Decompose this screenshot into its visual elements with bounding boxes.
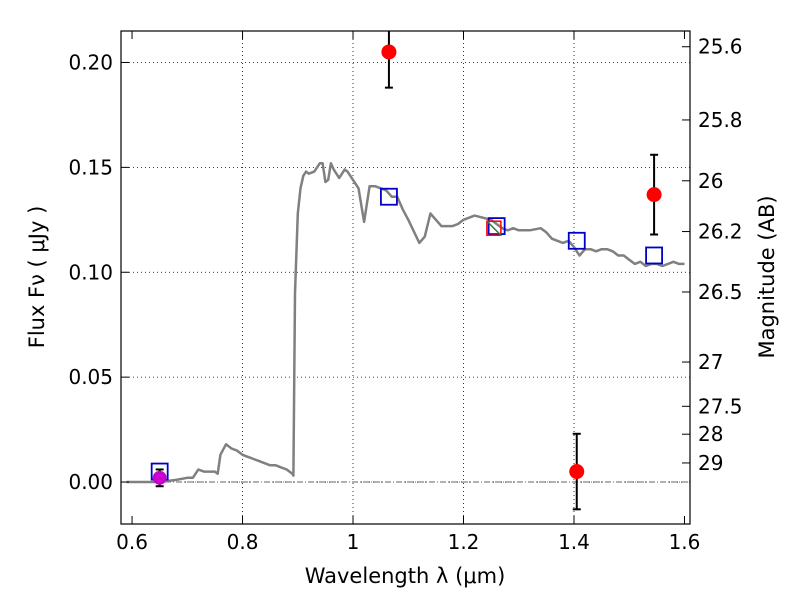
observed-points <box>381 44 662 480</box>
observed-point <box>646 187 662 203</box>
y-tick-label: 0.20 <box>68 50 113 74</box>
y-tick-label: 0.00 <box>68 470 113 494</box>
x-tick-label: 1.6 <box>669 530 701 554</box>
template-line <box>126 161 685 484</box>
model-point <box>380 187 398 206</box>
axis-ticks <box>121 31 690 524</box>
y2-tick-label: 26.5 <box>698 280 743 304</box>
y2-tick-label: 29 <box>698 451 723 475</box>
y2-tick-label: 28 <box>698 422 723 446</box>
y-tick-label: 0.05 <box>68 365 113 389</box>
model-point <box>567 231 586 250</box>
observed-limit-mark <box>486 220 502 236</box>
special-points <box>152 470 167 485</box>
y-tick-label: 0.15 <box>68 155 113 179</box>
y-axis-label: Flux Fν ( μJy ) <box>25 206 49 349</box>
y-tick-label: 0.10 <box>68 260 113 284</box>
plot-frame <box>120 30 691 525</box>
y2-tick-label: 27 <box>698 350 723 374</box>
observed-limit-point <box>486 220 502 236</box>
observed-point <box>569 464 585 480</box>
x-tick-label: 1 <box>347 530 360 554</box>
special-point <box>152 470 167 485</box>
y2-tick-label: 26.2 <box>698 220 743 244</box>
x-tick-label: 0.6 <box>116 530 148 554</box>
model-point <box>645 246 663 265</box>
grid-lines <box>121 31 690 524</box>
x-tick-label: 1.2 <box>448 530 480 554</box>
y2-tick-label: 27.5 <box>698 394 743 418</box>
template-spectrum <box>126 161 685 484</box>
y2-tick-label: 26 <box>698 169 723 193</box>
observed-point <box>381 44 397 60</box>
model-point <box>487 217 506 236</box>
y2-tick-label: 25.6 <box>698 35 743 59</box>
x-tick-label: 1.4 <box>558 530 590 554</box>
x-tick-label: 0.8 <box>227 530 259 554</box>
y2-tick-label: 25.8 <box>698 108 743 132</box>
axis-tick-labels: 0.6 0.8 1 1.2 1.4 1.6 0.00 0.05 0.10 0.15 0.20 25.6… <box>68 35 742 554</box>
x-axis-label: Wavelength λ (μm) <box>305 564 506 588</box>
model-points <box>150 187 663 481</box>
y2-axis-label: Magnitude (AB) <box>755 195 779 358</box>
